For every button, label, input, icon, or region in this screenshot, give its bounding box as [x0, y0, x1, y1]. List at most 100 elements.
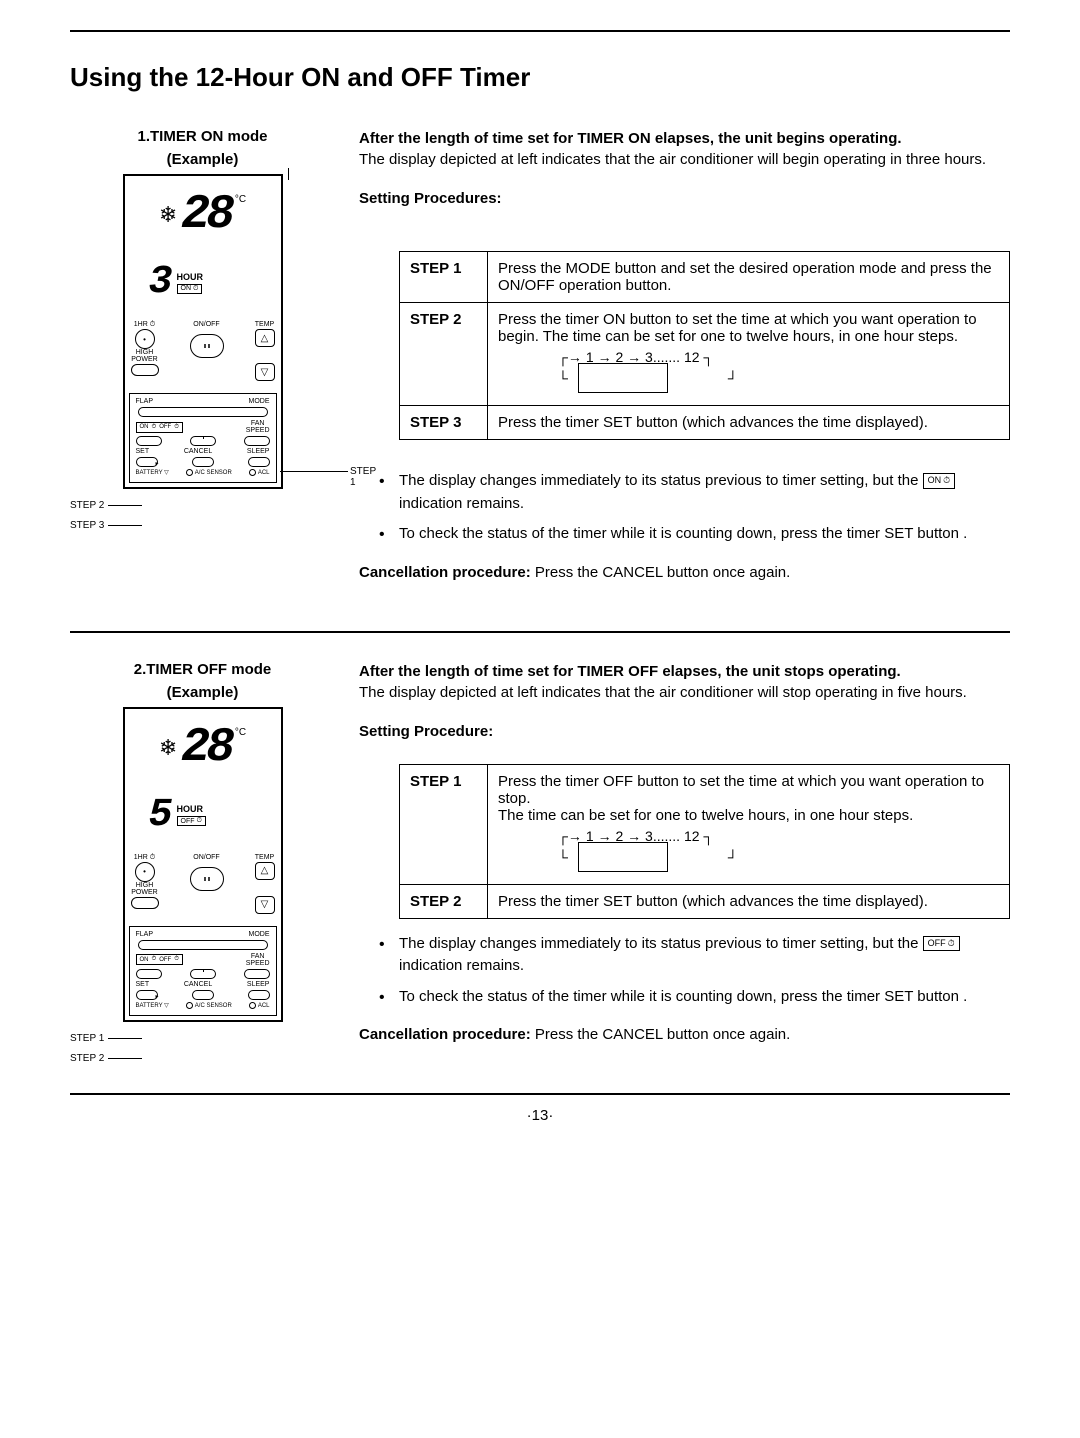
on-badge: ON⏱: [177, 284, 203, 294]
temp-value: 28: [181, 721, 231, 775]
timer-onoff-group: ON⏱ OFF ⏱: [136, 422, 183, 433]
bullet-item: The display changes immediately to its s…: [379, 933, 1010, 978]
cancel-label: CANCEL: [184, 448, 212, 455]
battery-label: BATTERY: [136, 470, 163, 476]
set-label: SET: [136, 448, 150, 455]
step-label-cell: STEP 2: [400, 303, 488, 406]
step2-pointer-line: [108, 505, 142, 506]
set-button: ▸: [136, 990, 158, 1000]
temp-up-button: △: [255, 329, 275, 347]
proc-title-1: Setting Procedures:: [359, 190, 1010, 207]
bullets-2: The display changes immediately to its s…: [379, 933, 1010, 1009]
step1-pointer-line: [280, 471, 348, 472]
step2-pointer-label: STEP 2: [70, 500, 104, 511]
timer-onoff-group: ON⏱ OFF ⏱: [136, 954, 183, 965]
section-timer-on: 1.TIMER ON mode (Example) ❄ 28 °C 3 HOUR…: [70, 128, 1010, 601]
table-row: STEP 1 Press the MODE button and set the…: [400, 252, 1010, 303]
off-timer-button: [190, 969, 216, 979]
left-column-1: 1.TIMER ON mode (Example) ❄ 28 °C 3 HOUR…: [70, 128, 335, 601]
fan-label: FAN: [251, 420, 265, 427]
bullet-item: To check the status of the timer while i…: [379, 523, 1010, 546]
power-button: [131, 897, 159, 909]
ac-sensor-label: A/C SENSOR: [195, 470, 232, 476]
on-timer-button: [136, 436, 162, 446]
mode-dial: [138, 407, 268, 417]
section-timer-off: 2.TIMER OFF mode (Example) ❄ 28 °C 5 HOU…: [70, 661, 1010, 1064]
step1-pointer-line-2: [108, 1038, 142, 1039]
table-row: STEP 2 Press the timer SET button (which…: [400, 884, 1010, 918]
onoff-button: [190, 867, 224, 891]
on-timer-button: [136, 969, 162, 979]
step2-pointer-line-2: [108, 1058, 142, 1059]
example-title-1a: 1.TIMER ON mode: [70, 128, 335, 145]
off-badge-inline: OFF⏱: [923, 936, 960, 952]
remote-2: ❄ 28 °C 5 HOUR OFF⏱ 1: [123, 707, 283, 1022]
step1-pointer-label: STEP 1: [350, 466, 376, 488]
onoff-label: ON/OFF: [190, 321, 224, 328]
temp-up-button: △: [255, 862, 275, 880]
proc-title-2: Setting Procedure:: [359, 723, 1010, 740]
bullets-1: The display changes immediately to its s…: [379, 470, 1010, 546]
step-text-cell: Press the MODE button and set the desire…: [488, 252, 1010, 303]
fan-button: [244, 436, 270, 446]
remote-screen: ❄ 28 °C 3 HOUR ON⏱: [131, 182, 275, 315]
remote-body-2: 1HR ⏱ • HIGH POWER ON/OFF: [125, 854, 281, 922]
left-column-2: 2.TIMER OFF mode (Example) ❄ 28 °C 5 HOU…: [70, 661, 335, 1064]
temp-label: TEMP: [255, 321, 274, 328]
example-title-1b: (Example): [70, 151, 335, 168]
speed-label: SPEED: [246, 427, 270, 434]
on-badge-inline: ON⏱: [923, 473, 956, 489]
snowflake-icon: ❄: [159, 202, 177, 228]
temp-unit: °C: [235, 194, 246, 205]
temp-value: 28: [181, 188, 231, 242]
set-button: ▸: [136, 457, 158, 467]
sleep-button: [248, 457, 270, 467]
snowflake-icon: ❄: [159, 735, 177, 761]
cancel-2: Cancellation procedure: Press the CANCEL…: [359, 1026, 1010, 1043]
remote-wrap-1: ❄ 28 °C 3 HOUR ON⏱ 1H: [70, 174, 335, 489]
mid-rule: [70, 631, 1010, 633]
step-text-cell: Press the timer SET button (which advanc…: [488, 884, 1010, 918]
step-text-cell: Press the timer SET button (which advanc…: [488, 406, 1010, 440]
onoff-button: [190, 334, 224, 358]
bullet-item: The display changes immediately to its s…: [379, 470, 1010, 515]
step-text-cell: Press the timer OFF button to set the ti…: [488, 764, 1010, 884]
hr1-button: •: [135, 862, 155, 882]
example-title-2b: (Example): [70, 684, 335, 701]
hr1-button: •: [135, 329, 155, 349]
hour-number: 3: [149, 260, 173, 305]
temp-down-button: ▽: [255, 896, 275, 914]
temp-down-button: ▽: [255, 363, 275, 381]
top-rule: [70, 30, 1010, 32]
off-badge: OFF⏱: [177, 816, 206, 826]
remote-lower-panel-2: FLAPMODE ON⏱ OFF ⏱ FANSPEED SETCANCELSLE…: [129, 926, 277, 1016]
steps-table-1: STEP 1 Press the MODE button and set the…: [399, 251, 1010, 440]
right-column-1: After the length of time set for TIMER O…: [359, 128, 1010, 601]
hour-label: HOUR: [177, 272, 204, 282]
right-column-2: After the length of time set for TIMER O…: [359, 661, 1010, 1064]
cancel-button: [192, 990, 214, 1000]
cancel-1: Cancellation procedure: Press the CANCEL…: [359, 564, 1010, 581]
flap-label: FLAP: [136, 398, 154, 405]
hour-number: 5: [149, 793, 173, 838]
remote-wrap-2: ❄ 28 °C 5 HOUR OFF⏱ 1: [70, 707, 335, 1022]
step-label-cell: STEP 3: [400, 406, 488, 440]
table-row: STEP 3 Press the timer SET button (which…: [400, 406, 1010, 440]
temp-unit: °C: [235, 727, 246, 738]
cancel-button: [192, 457, 214, 467]
sleep-label: SLEEP: [247, 448, 270, 455]
step3-pointer-line: [108, 525, 142, 526]
mode-dial: [138, 940, 268, 950]
bottom-rule: [70, 1093, 1010, 1095]
step1-pointer-label-2: STEP 1: [70, 1033, 104, 1044]
page-number: ·13·: [70, 1107, 1010, 1124]
step3-pointer-label: STEP 3: [70, 520, 104, 531]
hour-label: HOUR: [177, 804, 204, 814]
step-label-cell: STEP 2: [400, 884, 488, 918]
remote-body: 1HR ⏱ • HIGH POWER ON/OFF: [125, 321, 281, 389]
step-label-cell: STEP 1: [400, 764, 488, 884]
remote-screen-2: ❄ 28 °C 5 HOUR OFF⏱: [131, 715, 275, 848]
hr1-label: 1HR: [134, 321, 148, 328]
bullet-item: To check the status of the timer while i…: [379, 986, 1010, 1009]
off-timer-button: [190, 436, 216, 446]
